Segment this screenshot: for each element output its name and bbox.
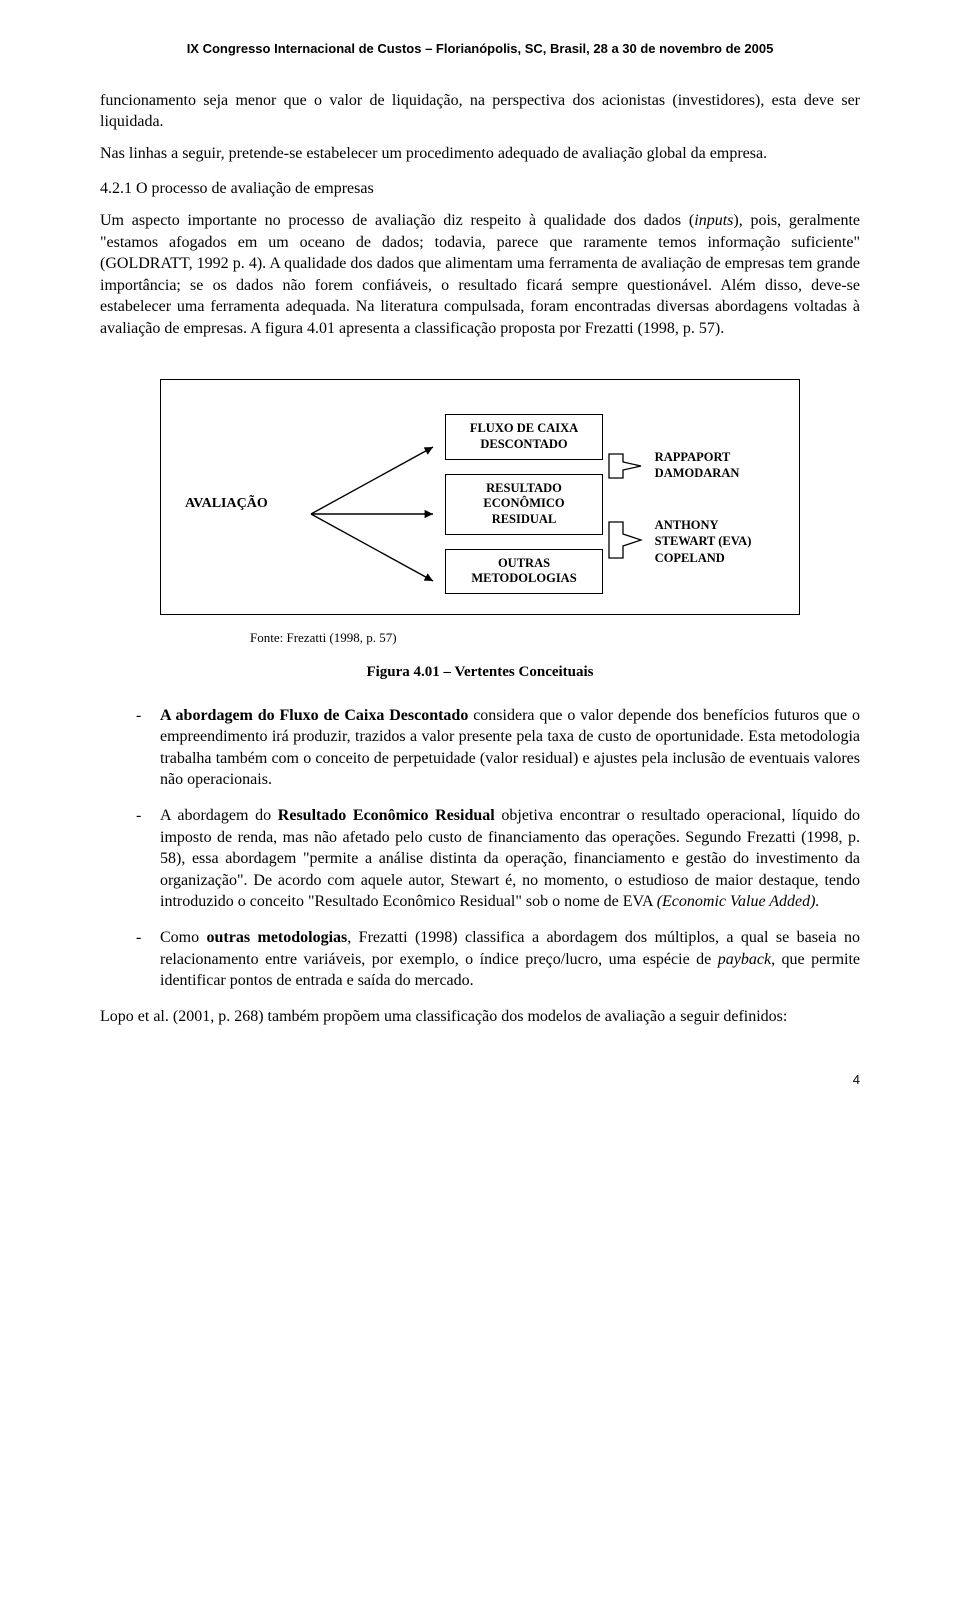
bullet-item-fluxo: A abordagem do Fluxo de Caixa Descontado… xyxy=(136,705,860,791)
diagram-right-column: RAPPAPORT DAMODARAN ANTHONY STEWART (EVA… xyxy=(655,443,775,566)
paragraph-3: Um aspecto importante no processo de ava… xyxy=(100,210,860,340)
page-number: 4 xyxy=(100,1071,860,1089)
diagram-center-column: FLUXO DE CAIXA DESCONTADO RESULTADO ECON… xyxy=(445,414,602,593)
diagram-content: AVALIAÇÃO FLUXO DE CAIXA DESCONTADO RESU… xyxy=(185,414,775,593)
bullet1-lead: A abordagem do Fluxo de Caixa Descontado xyxy=(160,707,468,724)
bullet2-italic: (Economic Value Added). xyxy=(657,893,820,910)
bullet3-lead: Como xyxy=(160,929,207,946)
bullet2-bold: Resultado Econômico Residual xyxy=(278,807,495,824)
paragraph-1: funcionamento seja menor que o valor de … xyxy=(100,90,860,133)
figure-source: Fonte: Frezatti (1998, p. 57) xyxy=(250,629,860,647)
diagram-authors-resultado: ANTHONY STEWART (EVA) COPELAND xyxy=(655,517,775,566)
paragraph-2: Nas linhas a seguir, pretende-se estabel… xyxy=(100,143,860,165)
paragraph-4: Lopo et al. (2001, p. 268) também propõe… xyxy=(100,1006,860,1028)
bullet-item-outras: Como outras metodologias, Frezatti (1998… xyxy=(136,927,860,992)
diagram-authors-fluxo: RAPPAPORT DAMODARAN xyxy=(655,449,775,482)
diagram-connector-column xyxy=(603,440,655,568)
diagram-node-outras: OUTRAS METODOLOGIAS xyxy=(445,549,602,594)
para3-part-a: Um aspecto importante no processo de ava… xyxy=(100,212,694,229)
bracket-arrow-icon xyxy=(603,512,655,568)
bullet3-bold: outras metodologias xyxy=(207,929,348,946)
figure-caption: Figura 4.01 – Vertentes Conceituais xyxy=(100,662,860,682)
diagram-branch-arrows xyxy=(305,419,445,589)
diagram-root-label: AVALIAÇÃO xyxy=(185,495,305,514)
section-title: 4.2.1 O processo de avaliação de empresa… xyxy=(100,178,860,200)
conference-header: IX Congresso Internacional de Custos – F… xyxy=(100,40,860,58)
bullet-list: A abordagem do Fluxo de Caixa Descontado… xyxy=(100,705,860,992)
bullet3-italic: payback xyxy=(718,951,771,968)
diagram-node-resultado: RESULTADO ECONÔMICO RESIDUAL xyxy=(445,474,602,535)
bullet2-lead: A abordagem do xyxy=(160,807,278,824)
para3-italic-inputs: inputs xyxy=(694,212,733,229)
para3-part-b: ), pois, geralmente "estamos afogados em… xyxy=(100,212,860,337)
bullet-item-resultado: A abordagem do Resultado Econômico Resid… xyxy=(136,805,860,913)
bracket-arrow-icon xyxy=(603,444,655,488)
diagram-node-fluxo: FLUXO DE CAIXA DESCONTADO xyxy=(445,414,602,459)
diagram-frame: AVALIAÇÃO FLUXO DE CAIXA DESCONTADO RESU… xyxy=(160,379,800,614)
